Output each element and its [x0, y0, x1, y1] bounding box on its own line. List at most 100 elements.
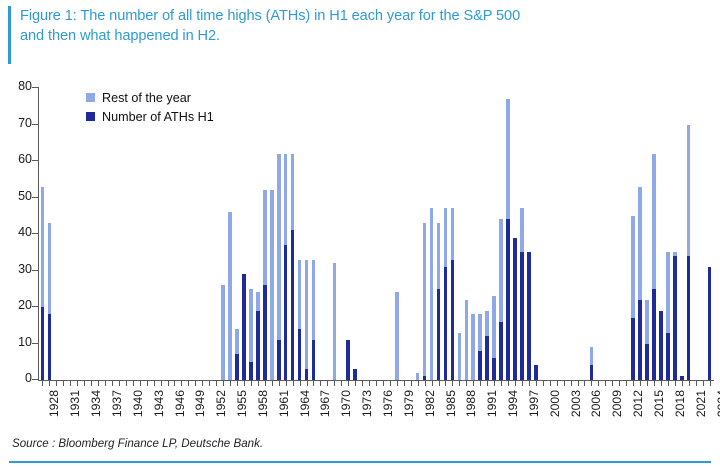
bar-segment-rest-of-year [589, 347, 594, 366]
x-axis-tick-label: 2012 [631, 390, 646, 418]
bar-segment-h1-aths [353, 369, 357, 380]
x-axis-tick-mark [605, 381, 606, 386]
x-axis-tick-label: 1949 [193, 390, 208, 418]
x-axis-tick-mark [181, 381, 182, 386]
bar-segment-h1-aths [422, 376, 427, 380]
y-axis-tick-mark [32, 196, 38, 198]
x-axis-tick-mark [584, 381, 585, 386]
x-axis-tick-mark [675, 381, 676, 386]
x-axis-tick-mark [334, 381, 335, 386]
y-axis-tick-label: 20 [18, 298, 32, 312]
bars-layer [39, 88, 713, 380]
x-axis-tick-mark [293, 381, 294, 386]
x-axis-tick-mark [578, 381, 579, 386]
x-axis-tick-mark [362, 381, 363, 386]
y-axis-tick: 80 [0, 79, 32, 93]
y-axis-tick: 60 [0, 152, 32, 166]
x-axis-tick-mark [508, 381, 509, 386]
bar-segment-h1-aths [679, 376, 684, 380]
bar-segment-h1-aths [297, 328, 302, 380]
x-axis-tick-mark [550, 381, 551, 386]
x-axis-tick-mark [209, 381, 210, 386]
bar-column [485, 310, 489, 380]
bar-segment-rest-of-year [256, 292, 260, 311]
bar-column [228, 212, 232, 380]
x-axis-tick-mark [390, 381, 391, 386]
bar-segment-rest-of-year [443, 208, 448, 267]
bar-column [707, 266, 712, 380]
x-axis-tick-label: 2000 [547, 390, 562, 418]
bar-segment-rest-of-year [422, 223, 427, 377]
y-axis-tick-label: 70 [18, 115, 32, 130]
y-axis-tick-mark [32, 306, 38, 307]
x-axis-tick-mark [63, 381, 64, 386]
y-axis-tick-label: 0 [25, 371, 32, 385]
bar-column [395, 292, 399, 380]
bar-segment-h1-aths [506, 219, 510, 380]
y-axis-tick-label: 60 [18, 152, 32, 166]
x-axis-tick-mark [557, 381, 558, 386]
y-axis-tick-label: 80 [18, 79, 32, 93]
x-axis-tick-mark [42, 381, 43, 386]
y-axis-tick-mark [32, 233, 38, 234]
x-axis-tick-label: 2024 [714, 390, 720, 418]
y-axis-tick-mark [32, 269, 38, 271]
bar-column [520, 208, 524, 380]
bar-segment-h1-aths [478, 350, 483, 380]
x-axis-tick-mark [161, 381, 162, 386]
y-axis-tick-mark [32, 123, 38, 125]
bar-segment-rest-of-year [506, 98, 510, 220]
y-axis-tick: 20 [0, 298, 32, 312]
bar-column [659, 310, 663, 380]
x-axis-tick-mark [445, 381, 446, 386]
bar-segment-h1-aths [659, 310, 663, 380]
y-axis-tick-mark [32, 379, 38, 380]
x-axis-tick-mark [56, 381, 57, 386]
bar-segment-rest-of-year [395, 292, 399, 380]
x-axis-tick-mark [49, 381, 50, 386]
figure-title-block: Figure 1: The number of all time highs (… [8, 6, 712, 64]
bar-column [311, 259, 316, 380]
x-axis-tick-mark [515, 381, 516, 386]
x-axis-tick-mark [320, 381, 321, 386]
x-axis-tick-label: 1991 [485, 390, 500, 418]
bar-segment-rest-of-year [686, 124, 691, 256]
x-axis-tick-label: 1958 [255, 390, 270, 418]
bar-column [269, 190, 274, 380]
bar-segment-h1-aths [443, 266, 448, 380]
x-axis-tick-mark [327, 381, 328, 386]
y-axis-tick: 70 [0, 116, 32, 130]
bar-column [436, 223, 441, 380]
bar-segment-h1-aths [436, 288, 441, 380]
x-axis-tick-label: 1931 [68, 390, 83, 418]
x-axis-tick-label: 1997 [526, 390, 541, 418]
x-axis-tick-mark [168, 381, 169, 386]
bar-column [353, 369, 357, 380]
legend-swatch-icon [86, 112, 95, 121]
x-axis-tick-mark [452, 381, 453, 386]
bar-segment-rest-of-year [276, 153, 281, 340]
bar-segment-rest-of-year [221, 285, 225, 380]
bar-segment-rest-of-year [471, 314, 476, 380]
x-axis-tick-label: 1988 [464, 390, 479, 418]
bar-segment-h1-aths [672, 255, 677, 380]
bar-segment-rest-of-year [450, 208, 455, 260]
x-axis-tick-mark [147, 381, 148, 386]
bar-segment-h1-aths [311, 339, 316, 380]
x-axis-tick-label: 1955 [235, 390, 250, 418]
x-axis-tick-label: 1976 [381, 390, 395, 418]
x-axis-tick-mark [529, 381, 530, 386]
bar-segment-h1-aths [249, 361, 253, 380]
x-axis-tick-mark [689, 381, 690, 386]
x-axis-tick-mark [522, 381, 523, 386]
x-axis-tick-mark [626, 381, 627, 386]
bar-segment-rest-of-year [40, 186, 45, 307]
bar-segment-h1-aths [242, 274, 246, 380]
x-axis-tick-mark [376, 381, 377, 386]
bar-column [443, 208, 448, 380]
x-axis-tick-label: 1979 [401, 390, 416, 418]
bar-column [290, 153, 295, 380]
x-axis-tick-mark [598, 381, 599, 386]
bar-segment-h1-aths [631, 317, 635, 380]
x-axis-tick-mark [244, 381, 245, 386]
